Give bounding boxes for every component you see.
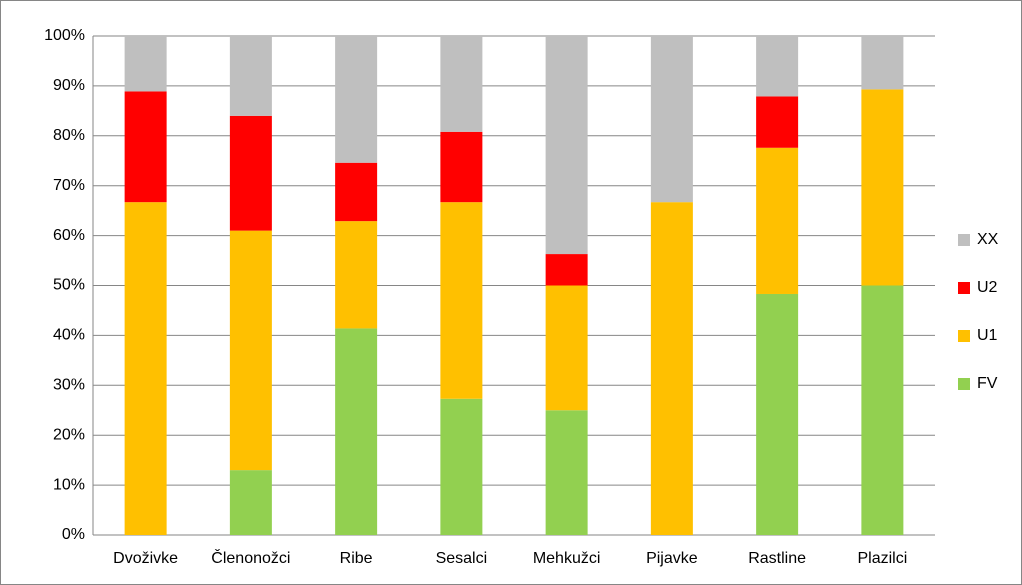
bar-segment [229, 470, 272, 535]
legend-swatch [958, 234, 970, 246]
legend-swatch [958, 378, 970, 390]
legend-label: XX [977, 231, 999, 248]
y-tick-label: 40% [53, 327, 85, 344]
bar-segment [545, 254, 588, 286]
y-tick-label: 0% [62, 526, 85, 543]
bar-segment [440, 398, 483, 535]
bar-segment [650, 202, 693, 536]
x-tick-label: Rastline [748, 550, 806, 567]
x-tick-label: Pijavke [646, 550, 698, 567]
bar-segment [335, 221, 378, 329]
bar-segment [545, 285, 588, 411]
y-tick-label: 60% [53, 227, 85, 244]
legend-swatch [958, 330, 970, 342]
bar-segment [756, 147, 799, 294]
bar-segment [440, 131, 483, 203]
bar-segment [440, 202, 483, 399]
y-tick-label: 90% [53, 77, 85, 94]
bar-segment [124, 91, 167, 203]
y-tick-label: 100% [44, 27, 85, 44]
bar-segment [861, 89, 904, 286]
bar-segment [861, 36, 904, 90]
legend-label: FV [977, 375, 998, 392]
bar-segment [756, 293, 799, 535]
bar-segment [124, 36, 167, 92]
x-tick-label: Členonožci [211, 548, 290, 567]
bar-segment [229, 36, 272, 116]
x-tick-label: Dvoživke [113, 550, 178, 567]
bar-segment [545, 410, 588, 535]
legend-swatch [958, 282, 970, 294]
bar-segment [861, 285, 904, 535]
y-tick-label: 30% [53, 377, 85, 394]
bar-segment [545, 36, 588, 255]
y-tick-label: 20% [53, 426, 85, 443]
y-tick-label: 50% [53, 277, 85, 294]
bar-segment [756, 36, 799, 97]
legend-label: U1 [977, 327, 998, 344]
x-tick-label: Sesalci [436, 550, 488, 567]
x-tick-label: Plazilci [857, 550, 907, 567]
bar-segment [335, 328, 378, 535]
bar-segment [229, 115, 272, 231]
bar-segment [335, 162, 378, 222]
bar-segment [440, 36, 483, 132]
y-tick-label: 80% [53, 127, 85, 144]
x-tick-label: Ribe [340, 550, 373, 567]
y-tick-label: 10% [53, 476, 85, 493]
bar-segment [335, 36, 378, 163]
y-tick-label: 70% [53, 177, 85, 194]
bar-segment [229, 230, 272, 471]
x-tick-label: Mehkužci [533, 550, 601, 567]
bar-segment [756, 96, 799, 148]
legend-label: U2 [977, 279, 998, 296]
bar-segment [124, 202, 167, 536]
bar-segment [650, 36, 693, 203]
